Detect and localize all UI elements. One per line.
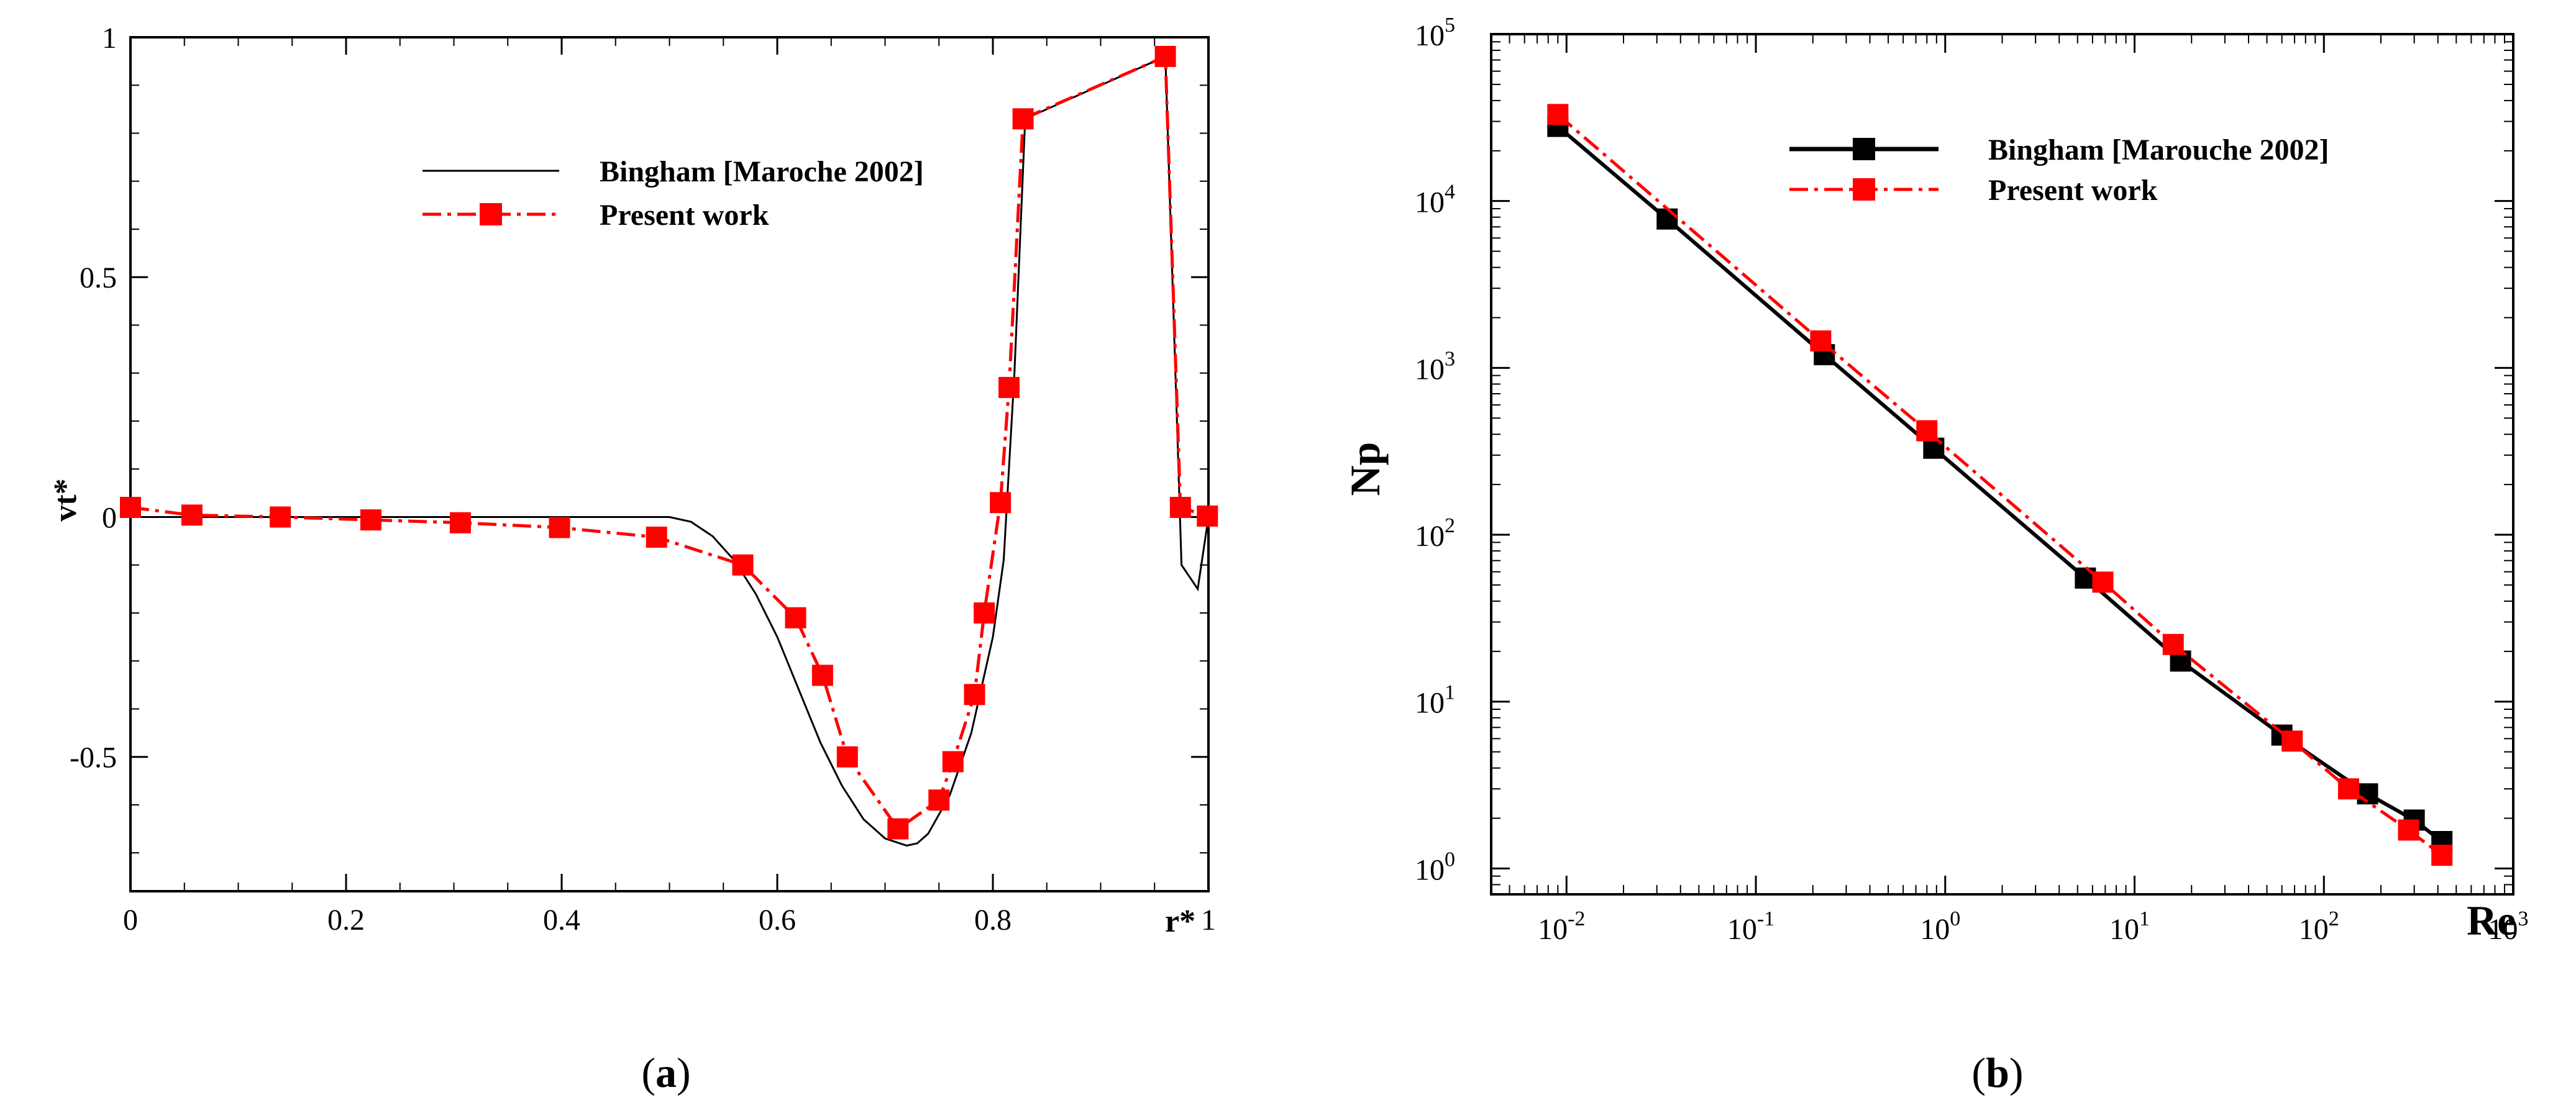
b-series-point-1: [2162, 633, 2184, 655]
a-series-point-1: [1169, 497, 1191, 519]
a-series-point-1: [942, 751, 964, 773]
b-legend-marker-1: [1853, 178, 1875, 201]
b-legend-marker-0: [1853, 138, 1875, 160]
b-xtick-label: 102: [2299, 907, 2339, 946]
a-series-point-1: [181, 504, 203, 526]
a-series-point-1: [360, 509, 381, 531]
b-ylabel: Np: [1341, 442, 1389, 496]
a-series-point-1: [998, 376, 1020, 398]
b-xtick-label: 101: [2109, 907, 2150, 946]
b-series-point-1: [1547, 104, 1569, 125]
a-ytick-label: 1: [102, 22, 117, 55]
b-series-point-1: [2281, 730, 2303, 752]
a-caption: (a): [641, 1049, 690, 1096]
a-xtick-label: 0.2: [327, 904, 365, 937]
a-series-point-1: [964, 684, 985, 706]
b-series-point-1: [2337, 778, 2359, 800]
a-series-point-1: [270, 506, 291, 528]
a-series-point-1: [811, 665, 833, 686]
b-legend-label-0: Bingham [Marouche 2002]: [1988, 134, 2329, 166]
a-series-point-1: [549, 517, 570, 538]
a-ytick-label: 0: [102, 501, 117, 534]
b-ytick-label: 100: [1415, 848, 1455, 886]
b-series-point-1: [2092, 571, 2114, 593]
a-series-point-1: [887, 818, 909, 840]
panel-a-chart: 0 0.2 0.4 0.6 0.8 1 -0.5 0 0.5 1 r* vt* Bingham […: [48, 22, 1218, 1096]
a-series-point-1: [785, 607, 806, 629]
b-series-point-0: [1656, 208, 1678, 230]
b-caption: (b): [1971, 1049, 2023, 1096]
b-xtick-label: 10-1: [1727, 907, 1774, 946]
a-series-point-1: [1012, 108, 1034, 130]
a-xlabel: r*: [1165, 904, 1195, 939]
b-xlabel: Re: [2467, 897, 2516, 944]
a-series-point-1: [120, 497, 141, 519]
b-series-point-1: [1916, 420, 1938, 442]
a-series-line-0: [130, 55, 1210, 847]
b-series-line-0: [1556, 125, 2444, 843]
a-series-point-1: [1197, 505, 1218, 527]
a-ytick-label: 0.5: [80, 261, 117, 294]
b-series-point-1: [2398, 819, 2419, 841]
b-legend: Bingham [Marouche 2002] Present work: [1789, 134, 2329, 207]
b-ytick-label: 101: [1415, 681, 1455, 720]
a-legend-label-0: Bingham [Maroche 2002]: [600, 155, 924, 188]
a-series-point-1: [1154, 45, 1176, 67]
a-xtick-label: 0: [123, 904, 138, 937]
b-ytick-label: 105: [1415, 14, 1455, 52]
a-ytick-label: -0.5: [70, 742, 117, 774]
a-series-point-1: [974, 602, 995, 624]
a-legend: Bingham [Maroche 2002] Present work: [422, 155, 924, 232]
a-xtick-label: 0.8: [974, 904, 1012, 937]
a-series-point-1: [646, 526, 667, 548]
b-ytick-label: 103: [1415, 347, 1455, 386]
a-legend-marker-1: [480, 203, 502, 225]
panel-b-chart: 10-2 10-1 100 101 102 103 100 101 102 103 104 105 R…: [1341, 14, 2529, 1096]
b-ytick-label: 104: [1415, 181, 1455, 219]
b-series-line-1: [1556, 113, 2443, 857]
a-series-point-1: [449, 512, 471, 533]
a-series-point-1: [732, 554, 754, 576]
a-xtick-label: 0.4: [543, 904, 580, 937]
b-xtick-label: 103: [2488, 907, 2529, 946]
b-xtick-label: 100: [1920, 907, 1960, 946]
a-series-point-1: [928, 789, 950, 811]
a-legend-label-1: Present work: [600, 199, 769, 232]
a-series-point-1: [836, 746, 858, 768]
a-xtick-label: 1: [1201, 904, 1216, 937]
b-series-point-1: [2431, 845, 2453, 866]
a-xtick-label: 0.6: [759, 904, 796, 937]
a-series-point-1: [990, 492, 1012, 514]
b-legend-label-1: Present work: [1988, 174, 2158, 207]
b-ytick-label: 102: [1415, 514, 1455, 553]
a-series-line-1: [130, 54, 1208, 832]
b-xtick-label: 10-2: [1538, 907, 1585, 946]
b-series-point-1: [1810, 330, 1832, 352]
a-ylabel: vt*: [48, 478, 83, 521]
